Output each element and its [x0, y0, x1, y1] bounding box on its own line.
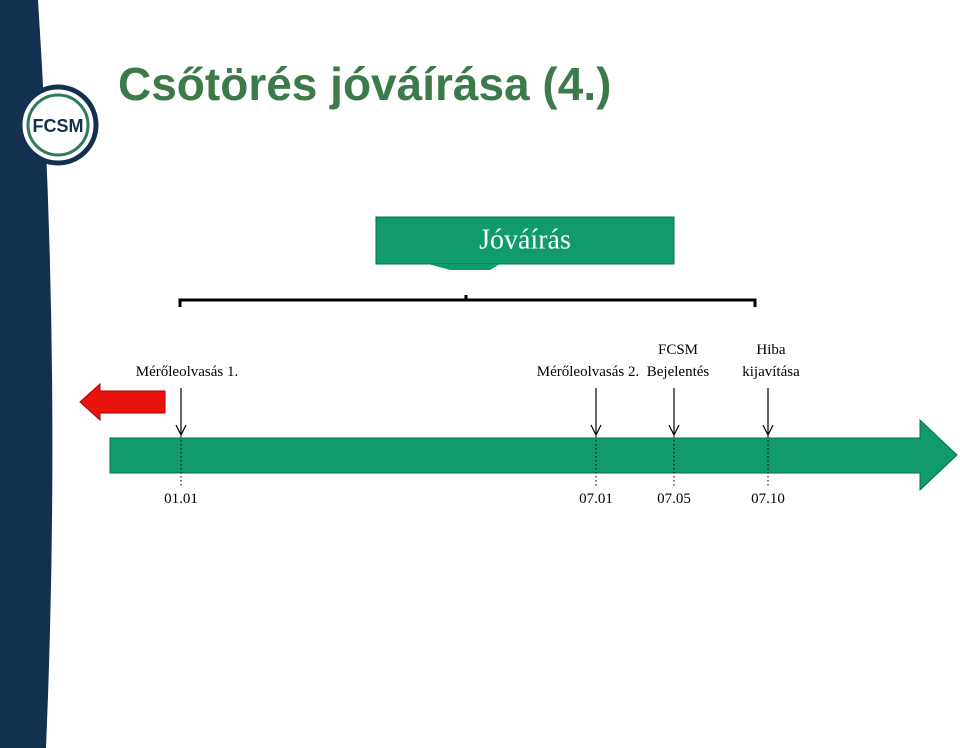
event-date: 07.05 — [657, 491, 691, 507]
event-label: kijavítása — [742, 364, 800, 380]
event-label: Bejelentés — [647, 364, 710, 380]
arrow-head — [175, 424, 187, 437]
logo-text: FCSM — [33, 116, 84, 136]
bracket — [178, 295, 757, 307]
back-arrow — [79, 382, 166, 422]
event-date: 01.01 — [164, 491, 198, 507]
credit-label: Jóváírás — [479, 224, 571, 255]
event-label: Mérőleolvasás 2. — [537, 364, 639, 380]
event-label: Hiba — [756, 342, 786, 358]
event-date: 07.10 — [751, 491, 785, 507]
arrow-head — [668, 424, 680, 437]
logo: FCSM — [17, 84, 99, 166]
timeline-arrow — [109, 418, 958, 492]
credit-box — [375, 216, 675, 265]
event-label: FCSM — [658, 342, 698, 358]
side-band — [0, 0, 53, 748]
event-label: Mérőleolvasás 1. — [136, 364, 238, 380]
arrow-head — [762, 424, 774, 437]
arrow-head — [590, 424, 602, 437]
slide-title: Csőtörés jóváírása (4.) — [118, 58, 611, 110]
box-pointer — [428, 264, 500, 270]
event-date: 07.01 — [579, 491, 613, 507]
